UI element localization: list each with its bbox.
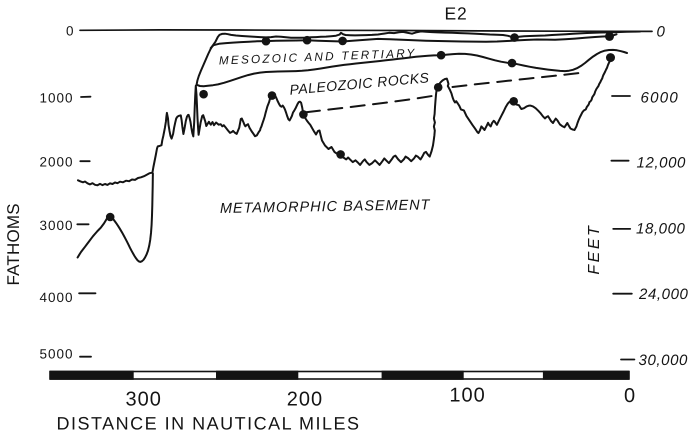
svg-text:0: 0 — [624, 385, 635, 407]
svg-text:300: 300 — [126, 389, 162, 411]
svg-text:3000: 3000 — [39, 218, 73, 233]
svg-text:200: 200 — [287, 389, 323, 411]
svg-text:0: 0 — [657, 24, 666, 41]
svg-text:DISTANCE IN NAUTICAL MILES: DISTANCE IN NAUTICAL MILES — [57, 414, 361, 434]
svg-text:100: 100 — [449, 384, 485, 406]
svg-text:24,000: 24,000 — [638, 286, 689, 303]
svg-text:18,000: 18,000 — [636, 221, 686, 238]
svg-text:FATHOMS: FATHOMS — [4, 203, 23, 285]
svg-text:METAMORPHIC BASEMENT: METAMORPHIC BASEMENT — [220, 197, 431, 217]
svg-text:6000: 6000 — [641, 90, 680, 107]
svg-text:0: 0 — [66, 24, 74, 39]
svg-text:12,000: 12,000 — [637, 155, 687, 172]
svg-text:2000: 2000 — [39, 154, 73, 169]
svg-text:E2: E2 — [444, 4, 467, 24]
svg-text:4000: 4000 — [39, 290, 73, 305]
svg-text:5000: 5000 — [39, 346, 73, 361]
svg-text:FEET: FEET — [586, 224, 603, 275]
svg-text:30,000: 30,000 — [639, 352, 689, 369]
svg-text:1000: 1000 — [39, 91, 73, 106]
